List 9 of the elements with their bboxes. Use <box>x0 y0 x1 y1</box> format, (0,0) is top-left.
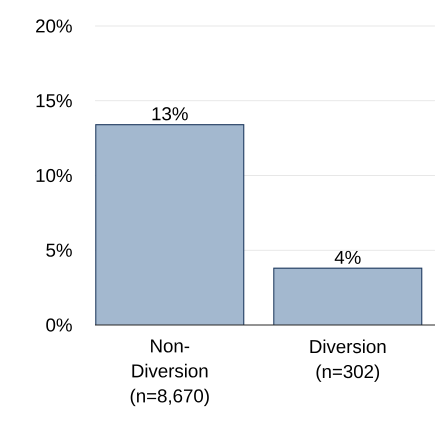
y-tick-label: 15% <box>36 94 72 108</box>
y-tick-label: 5% <box>46 244 72 257</box>
y-tick-label: 0% <box>46 318 72 332</box>
data-label: 13% <box>152 107 188 120</box>
y-tick-label: 10% <box>36 168 72 182</box>
y-tick-label: 20% <box>36 19 72 33</box>
data-label: 4% <box>334 250 361 264</box>
x-tick-label: Non-Diversion (n=8,670) <box>130 339 209 406</box>
x-tick-label: Diversion (n=302) <box>310 339 386 382</box>
